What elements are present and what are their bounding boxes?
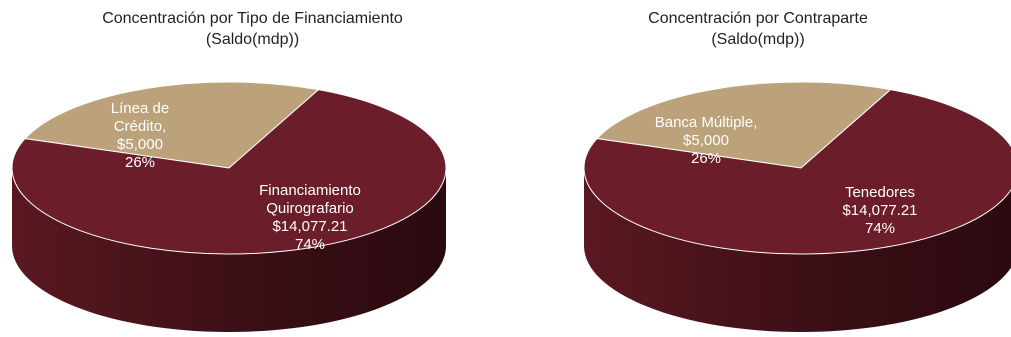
pie-side-wall	[584, 168, 1011, 332]
pie-slice-primary	[11, 89, 447, 255]
chart-subtitle-text: (Saldo(mdp))	[711, 31, 805, 48]
slice-label-line: Banca Múltiple,	[655, 114, 758, 131]
slice-label-line: $14,077.21	[842, 202, 917, 219]
chart-title-text: Concentración por Contraparte	[648, 10, 868, 27]
slice-label-line: $14,077.21	[272, 218, 347, 235]
pie-slice-primary	[583, 89, 1011, 255]
chart-subtitle-text: (Saldo(mdp))	[205, 31, 300, 48]
chart-tipo-financiamiento: Concentración por Tipo de Financiamiento…	[0, 0, 505, 337]
slice-label: Tenedores $14,077.21 74%	[842, 184, 917, 237]
pie-slice-secondary	[596, 81, 892, 169]
chart-title: Concentración por Contraparte (Saldo(mdp…	[505, 8, 1011, 50]
slice-label-line: Financiamiento	[259, 182, 361, 199]
slice-label-line: Línea de	[111, 100, 169, 117]
pie-slice-secondary	[24, 81, 320, 169]
chart-contraparte: Concentración por Contraparte (Saldo(mdp…	[505, 0, 1011, 337]
slice-label-line: $5,000	[683, 132, 729, 149]
chart-title-text: Concentración por Tipo de Financiamiento	[102, 10, 403, 27]
slice-label-line: Crédito,	[114, 118, 167, 135]
slice-label: Financiamiento Quirografario $14,077.21 74%	[259, 182, 361, 253]
slice-label-line: 74%	[865, 220, 895, 237]
slice-label-line: 26%	[691, 150, 721, 167]
pie-side-wall	[12, 168, 446, 332]
slice-label-line: Tenedores	[845, 184, 915, 201]
slice-label-line: Quirografario	[266, 200, 354, 217]
slice-label-line: 74%	[295, 236, 325, 253]
slice-label: Línea de Crédito, $5,000 26%	[111, 100, 169, 171]
pie-chart-3d: Línea de Crédito, $5,000 26% Financiamiento Q…	[11, 81, 447, 332]
slice-label: Banca Múltiple, $5,000 26%	[655, 114, 758, 167]
slice-label-line: $5,000	[117, 136, 163, 153]
slice-label-line: 26%	[125, 154, 155, 171]
chart-title: Concentración por Tipo de Financiamiento…	[0, 8, 505, 50]
pie-chart-3d: Banca Múltiple, $5,000 26% Tenedores $14,077…	[583, 81, 1011, 332]
